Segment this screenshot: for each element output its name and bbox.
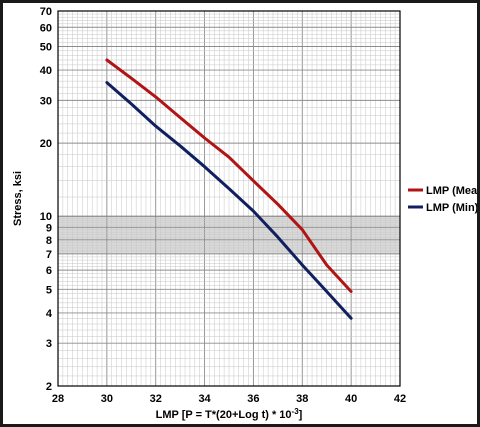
x-tick-label: 40 <box>345 393 357 405</box>
y-tick-label: 4 <box>46 308 53 320</box>
grid <box>57 10 401 387</box>
y-tick-label: 9 <box>46 222 52 234</box>
y-tick-label: 60 <box>40 22 52 34</box>
y-tick-label: 3 <box>46 338 52 350</box>
x-tick-label: 38 <box>296 393 308 405</box>
y-tick-label: 50 <box>40 41 52 53</box>
x-tick-label: 34 <box>198 393 211 405</box>
y-tick-label: 70 <box>40 6 52 18</box>
x-tick-labels: 28 30 32 34 36 38 40 42 <box>52 393 406 405</box>
y-tick-label: 7 <box>46 249 52 261</box>
y-tick-label: 5 <box>46 284 52 296</box>
chart-svg: 28 30 32 34 36 38 40 42 2345678910203040506070 … <box>12 6 477 421</box>
x-tick-label: 28 <box>52 393 64 405</box>
y-axis-title: Stress, ksi <box>12 171 24 226</box>
series-lines <box>105 58 353 320</box>
plot-border <box>57 10 401 387</box>
y-tick-label: 8 <box>46 235 52 247</box>
x-tick-label: 42 <box>394 393 406 405</box>
series-line-mean <box>105 58 353 293</box>
x-axis-title-main: LMP [P = T*(20+Log t) * 10 <box>156 409 292 421</box>
y-tick-label: 6 <box>46 265 52 277</box>
y-tick-label: 2 <box>46 381 52 393</box>
x-tick-label: 30 <box>101 393 113 405</box>
series-line-min <box>105 81 353 320</box>
y-tick-label: 20 <box>40 138 52 150</box>
x-tick-label: 32 <box>150 393 162 405</box>
y-tick-label: 10 <box>40 211 52 223</box>
x-axis-title-suffix: ] <box>299 409 303 421</box>
y-tick-label: 40 <box>40 65 52 77</box>
x-axis-title-superscript: -3 <box>292 407 300 416</box>
legend-label-min: LMP (Min) <box>426 202 477 214</box>
x-axis-title: LMP [P = T*(20+Log t) * 10-3] <box>156 407 303 421</box>
x-tick-label: 36 <box>247 393 259 405</box>
legend-label-mean: LMP (Mean) <box>426 185 477 197</box>
legend: LMP (Mean) LMP (Min) <box>408 185 477 214</box>
y-tick-label: 30 <box>40 95 52 107</box>
